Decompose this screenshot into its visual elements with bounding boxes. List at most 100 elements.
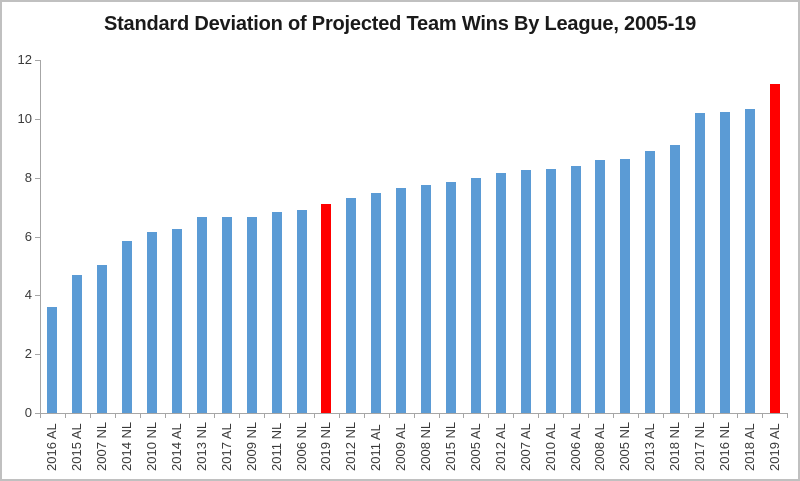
bar <box>147 232 158 413</box>
x-axis-label: 2015 NL <box>443 421 458 471</box>
x-axis-tick <box>139 413 141 418</box>
x-axis-tick <box>289 413 291 418</box>
bar <box>645 151 656 413</box>
x-axis-label: 2006 AL <box>567 423 583 471</box>
y-axis-label: 2 <box>24 346 32 362</box>
bar <box>72 274 83 413</box>
y-axis-tick <box>35 60 40 62</box>
x-axis-tick <box>89 413 91 418</box>
x-axis-label: 2017 AL <box>218 423 234 471</box>
x-axis-label: 2018 NL <box>667 421 683 471</box>
bar <box>271 211 282 413</box>
y-axis-label: 4 <box>24 287 32 303</box>
bar <box>595 160 606 413</box>
x-axis-tick <box>588 413 590 418</box>
x-axis-tick <box>64 413 66 418</box>
x-axis-label: 2013 AL <box>642 423 658 471</box>
bar <box>172 229 182 413</box>
x-axis-label: 2013 NL <box>193 421 209 471</box>
x-axis-tick <box>787 413 789 418</box>
y-axis-tick <box>35 119 40 120</box>
bar <box>495 173 506 413</box>
bar <box>122 241 133 413</box>
bar <box>744 108 755 413</box>
x-axis-tick <box>712 413 714 418</box>
bar <box>695 113 706 413</box>
x-axis-tick <box>637 413 639 418</box>
x-axis-label: 2008 NL <box>418 421 434 471</box>
bar <box>196 217 207 413</box>
bar <box>620 158 631 413</box>
y-axis-label: 0 <box>24 405 32 420</box>
y-axis-line <box>40 60 41 414</box>
bar <box>296 210 307 413</box>
x-axis-tick <box>363 413 365 418</box>
x-axis-label: 2018 AL <box>741 423 757 471</box>
x-axis-label: 2007 NL <box>94 421 110 471</box>
x-axis-tick <box>40 413 41 418</box>
x-axis-label: 2016 AL <box>44 423 60 471</box>
x-axis-label: 2009 AL <box>393 423 409 471</box>
bar <box>371 192 382 413</box>
x-axis-tick <box>164 413 166 418</box>
x-axis-label: 2009 NL <box>243 421 259 471</box>
x-axis-label: 2016 NL <box>717 421 733 471</box>
bar <box>246 217 257 413</box>
x-axis-label: 2019 AL <box>766 423 782 471</box>
x-axis-tick <box>264 413 266 418</box>
x-axis-tick <box>314 413 315 418</box>
x-axis-label: 2014 AL <box>169 423 184 471</box>
bar <box>769 83 780 413</box>
x-axis-label: 2014 NL <box>119 421 135 471</box>
x-axis-tick <box>687 413 689 418</box>
y-axis-tick <box>35 295 40 297</box>
x-axis-label: 2012 NL <box>343 421 359 471</box>
x-axis-label: 2011 NL <box>268 422 284 471</box>
x-axis-label: 2019 NL <box>318 421 334 471</box>
y-axis-tick <box>35 413 40 414</box>
bar <box>221 217 232 413</box>
x-axis-tick <box>737 413 739 418</box>
x-axis-label: 2006 NL <box>293 421 309 471</box>
bar <box>346 198 357 413</box>
bar <box>470 177 481 413</box>
x-axis-label: 2012 AL <box>492 423 508 471</box>
x-axis-tick <box>438 413 440 418</box>
bar <box>321 204 332 413</box>
x-axis-label: 2005 NL <box>617 421 633 471</box>
x-axis-tick <box>239 413 241 418</box>
x-axis-label: 2015 AL <box>69 423 85 471</box>
x-axis-label: 2011 AL <box>368 424 384 471</box>
bar <box>720 111 731 413</box>
x-axis-tick <box>762 413 764 418</box>
y-axis-label: 6 <box>24 228 32 244</box>
x-axis-tick <box>538 413 540 418</box>
x-axis-label: 2008 AL <box>592 423 608 471</box>
x-axis-tick <box>563 413 565 418</box>
y-axis-label: 10 <box>17 111 32 126</box>
y-axis-tick <box>35 177 40 179</box>
x-axis-tick <box>388 413 390 418</box>
chart-title: Standard Deviation of Projected Team Win… <box>103 13 697 35</box>
x-axis-tick <box>513 413 515 418</box>
bar <box>670 145 681 413</box>
y-axis-tick <box>35 236 40 238</box>
bar <box>446 182 456 413</box>
x-axis-label: 2007 AL <box>517 423 533 471</box>
bar <box>545 168 556 413</box>
y-axis-label: 12 <box>17 52 32 68</box>
x-axis-tick <box>114 413 116 418</box>
bar <box>97 264 108 413</box>
x-axis-tick <box>662 413 664 418</box>
x-axis-tick <box>338 413 340 418</box>
x-axis-label: 2017 NL <box>692 421 708 471</box>
bar <box>47 307 58 413</box>
x-axis-tick <box>214 413 216 418</box>
x-axis-tick <box>463 413 465 418</box>
x-axis-tick <box>488 413 490 418</box>
bar <box>396 188 407 413</box>
x-axis-label: 2010 NL <box>144 421 160 471</box>
y-axis-tick <box>35 354 40 356</box>
bar <box>570 166 581 413</box>
x-axis-tick <box>413 413 415 418</box>
